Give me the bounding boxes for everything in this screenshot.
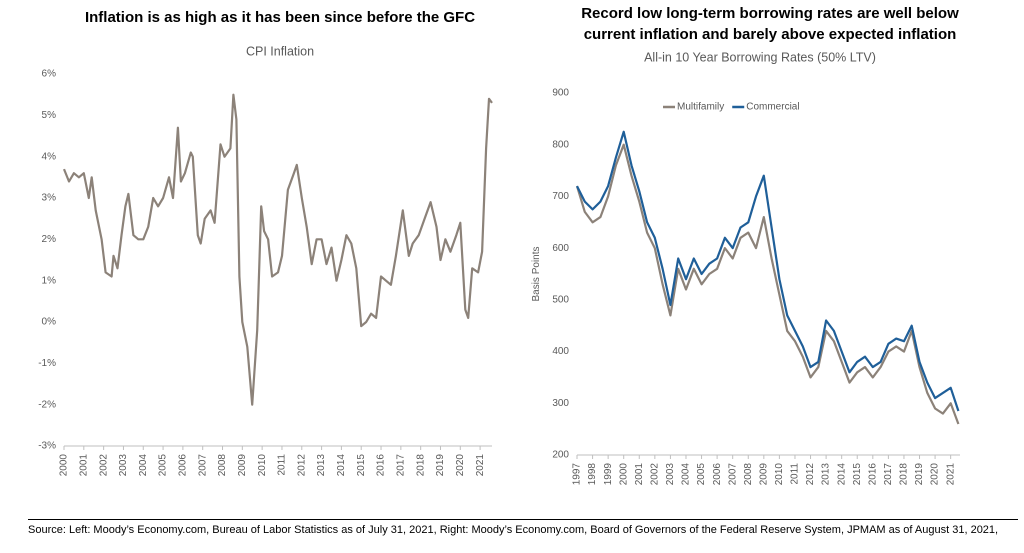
- legend-label: Commercial: [746, 102, 799, 113]
- data-line: [575, 143, 960, 425]
- x-tick-label: 2006: [712, 463, 723, 486]
- x-tick-label: 2008: [743, 463, 754, 486]
- y-tick-label: -2%: [38, 399, 56, 410]
- y-tick-label: 700: [552, 191, 569, 202]
- x-tick-label: 2012: [805, 463, 816, 486]
- y-tick-label: 4%: [42, 151, 57, 162]
- legend-label: Multifamily: [677, 102, 724, 113]
- x-tick-label: 2006: [178, 454, 189, 477]
- x-tick-label: 2003: [665, 463, 676, 486]
- x-tick-label: 2019: [435, 454, 446, 477]
- y-tick-label: 600: [552, 243, 569, 254]
- x-tick-label: 2009: [237, 454, 248, 477]
- x-tick-label: 2005: [696, 463, 707, 486]
- x-tick-label: 2003: [118, 454, 129, 477]
- y-tick-label: 500: [552, 294, 569, 305]
- x-tick-label: 2011: [790, 463, 801, 485]
- chart-subtitle: All-in 10 Year Borrowing Rates (50% LTV): [644, 50, 876, 64]
- y-tick-label: 200: [552, 450, 569, 461]
- y-tick-label: 400: [552, 346, 569, 357]
- source-note: Source: Left: Moody’s Economy.com, Burea…: [28, 524, 999, 536]
- y-tick-label: -1%: [38, 358, 56, 369]
- y-tick-label: 3%: [42, 193, 57, 204]
- x-tick-label: 2021: [475, 454, 486, 477]
- y-tick-label: 900: [552, 88, 569, 99]
- y-tick-label: 6%: [42, 69, 57, 80]
- y-tick-label: 800: [552, 139, 569, 150]
- x-tick-label: 2010: [774, 463, 785, 486]
- x-tick-label: 2001: [78, 454, 89, 477]
- y-axis-label: Basis Points: [531, 246, 542, 301]
- charts: Inflation is as high as it has been sinc…: [38, 5, 960, 486]
- x-tick-label: 2002: [649, 463, 660, 486]
- y-tick-label: 300: [552, 398, 569, 409]
- x-tick-label: 2018: [415, 454, 426, 477]
- x-tick-label: 2015: [356, 454, 367, 477]
- x-tick-label: 2021: [945, 463, 956, 486]
- x-tick-label: 1997: [572, 463, 583, 486]
- x-tick-label: 2014: [336, 454, 347, 477]
- chart-title: Record low long-term borrowing rates are…: [581, 5, 959, 43]
- x-tick-label: 2011: [277, 454, 288, 476]
- y-tick-label: -3%: [38, 441, 56, 452]
- y-tick-label: 0%: [42, 317, 57, 328]
- x-tick-label: 2002: [98, 454, 109, 477]
- x-tick-label: 2007: [197, 454, 208, 477]
- x-tick-label: 2012: [296, 454, 307, 477]
- x-tick-label: 2017: [395, 454, 406, 477]
- x-tick-label: 2001: [634, 463, 645, 486]
- data-line: [576, 130, 960, 412]
- x-tick-label: 2005: [158, 454, 169, 477]
- x-tick-label: 2015: [852, 463, 863, 486]
- x-tick-label: 2020: [930, 463, 941, 486]
- x-tick-label: 1999: [603, 463, 614, 486]
- y-tick-label: 5%: [42, 110, 57, 121]
- data-line: [62, 93, 493, 406]
- x-tick-label: 2018: [899, 463, 910, 486]
- x-tick-label: 2009: [758, 463, 769, 486]
- x-tick-label: 2014: [836, 463, 847, 486]
- x-tick-label: 2000: [59, 454, 70, 477]
- chart-title: Inflation is as high as it has been sinc…: [85, 9, 475, 26]
- x-tick-label: 2000: [618, 463, 629, 486]
- x-tick-label: 2016: [867, 463, 878, 486]
- chart-subtitle: CPI Inflation: [246, 44, 314, 58]
- x-tick-label: 2010: [257, 454, 268, 477]
- x-tick-label: 2008: [217, 454, 228, 477]
- x-tick-label: 2013: [821, 463, 832, 486]
- x-tick-label: 1998: [587, 463, 598, 486]
- y-tick-label: 1%: [42, 275, 57, 286]
- x-tick-label: 2017: [883, 463, 894, 486]
- x-tick-label: 2016: [376, 454, 387, 477]
- x-tick-label: 2019: [914, 463, 925, 486]
- x-tick-label: 2004: [138, 454, 149, 477]
- x-tick-label: 2020: [455, 454, 466, 477]
- x-tick-label: 2007: [727, 463, 738, 486]
- x-tick-label: 2004: [681, 463, 692, 486]
- x-tick-label: 2013: [316, 454, 327, 477]
- divider: [28, 519, 1018, 520]
- y-tick-label: 2%: [42, 234, 57, 245]
